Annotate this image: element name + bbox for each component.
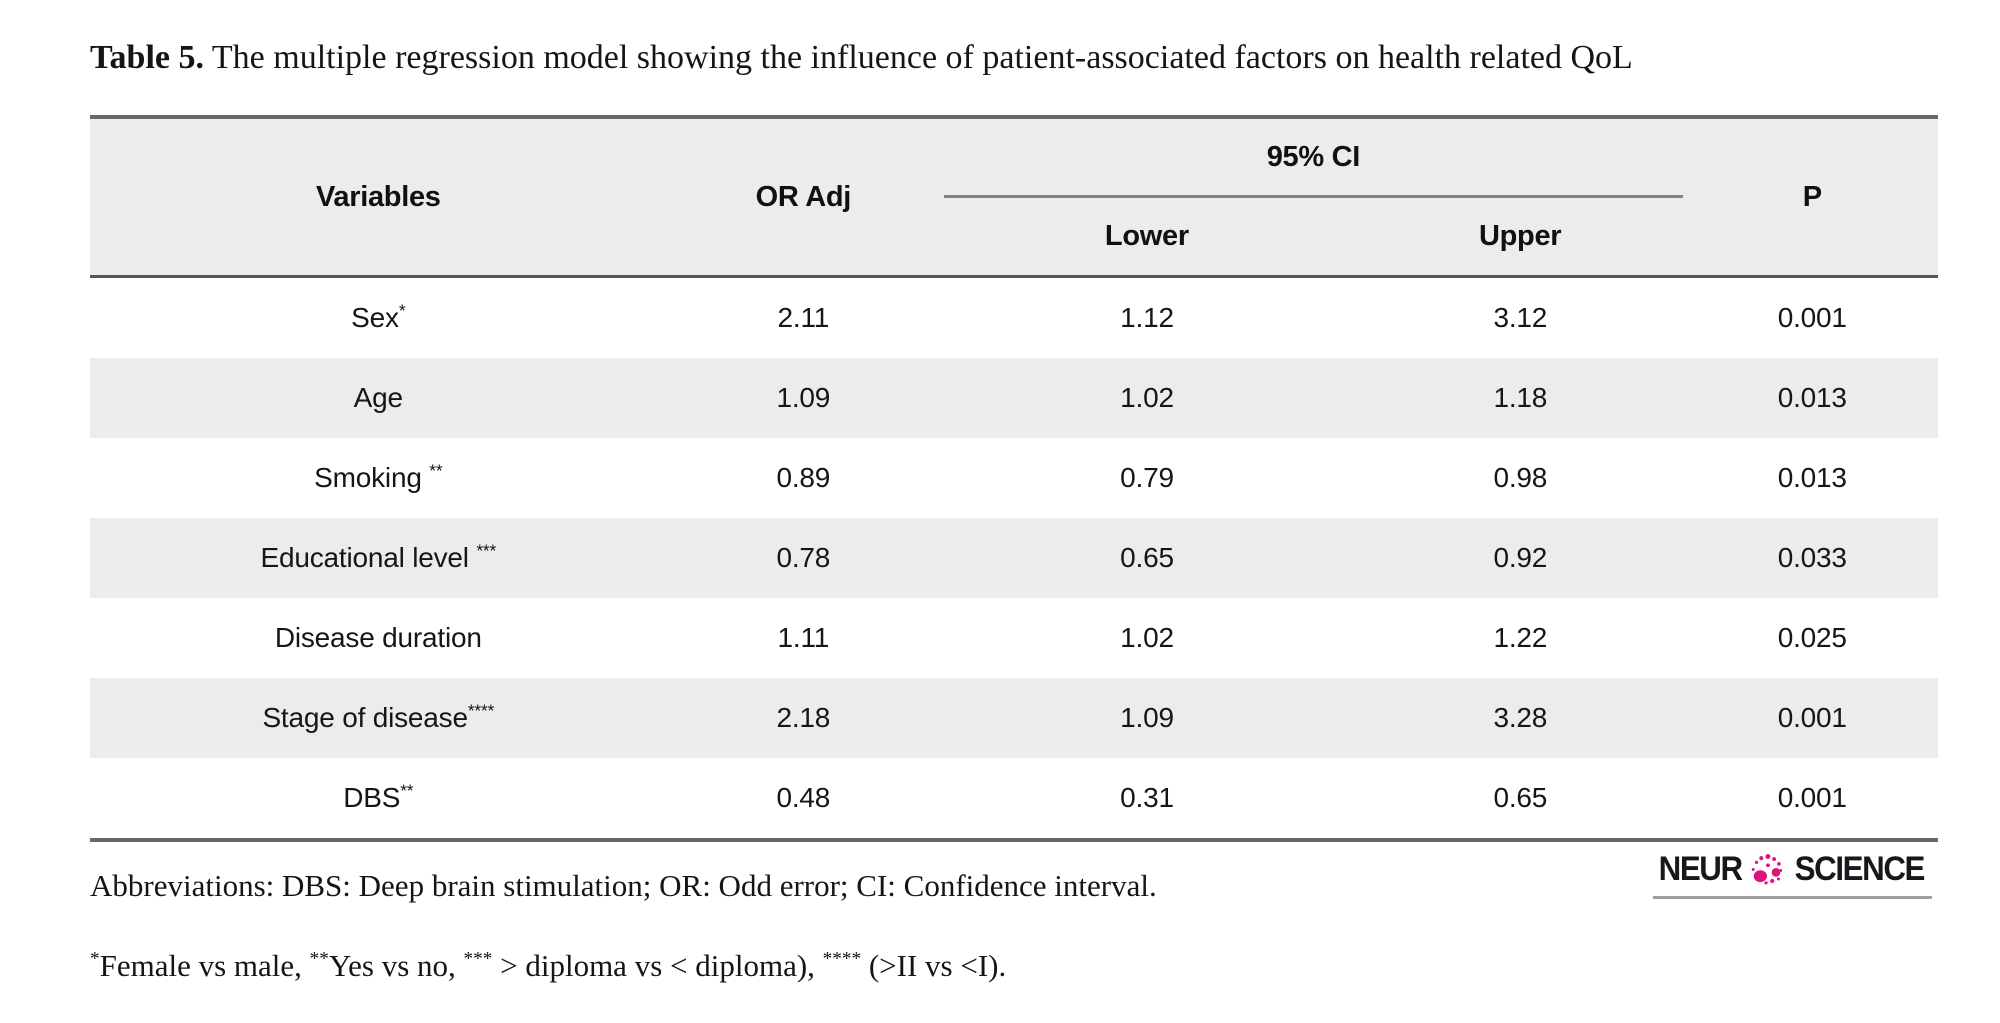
cell-variable: Sex*: [351, 300, 406, 333]
cell-lower: 1.09: [1120, 702, 1174, 733]
cell-variable: DBS**: [343, 780, 414, 813]
header-95ci: 95% CI: [1266, 140, 1361, 173]
cell-lower: 0.65: [1120, 542, 1174, 573]
cell-or-adj: 0.78: [776, 542, 831, 573]
table-row: Sex* 2.11 1.12 3.12 0.001: [90, 278, 1938, 358]
cell-variable: Stage of disease****: [262, 700, 495, 733]
logo-text-science: SCIENCE: [1794, 850, 1926, 888]
header-ci-subcolumns: Lower Upper: [940, 198, 1687, 275]
cell-variable: Smoking **: [314, 460, 443, 493]
cell-lower: 1.02: [1120, 382, 1174, 413]
table-row: Educational level *** 0.78 0.65 0.92 0.0…: [90, 518, 1938, 598]
table-caption: Table 5. The multiple regression model s…: [90, 38, 1890, 79]
table-row: Stage of disease**** 2.18 1.09 3.28 0.00…: [90, 678, 1938, 758]
cell-or-adj: 2.11: [777, 302, 830, 333]
cell-p: 0.001: [1777, 302, 1847, 333]
header-p: P: [1802, 180, 1822, 213]
legend-footnote: *Female vs male, **Yes vs no, *** > dipl…: [90, 948, 1006, 984]
header-lower: Lower: [1104, 220, 1189, 252]
legend-text-1: Female vs male,: [99, 948, 310, 983]
cell-upper: 1.18: [1493, 382, 1548, 413]
cell-or-adj: 0.48: [776, 782, 831, 813]
cell-or-adj: 0.89: [776, 462, 831, 493]
cell-p: 0.025: [1777, 622, 1847, 653]
legend-text-4: (>II vs <I).: [861, 948, 1007, 983]
table-body: Sex* 2.11 1.12 3.12 0.001 Age 1.09 1.02 …: [90, 278, 1938, 842]
cell-variable: Age: [353, 382, 403, 413]
cell-lower: 0.31: [1120, 782, 1174, 813]
cell-p: 0.013: [1777, 462, 1847, 493]
table-row: Age 1.09 1.02 1.18 0.013: [90, 358, 1938, 438]
ci-group-divider: [944, 195, 1683, 198]
cell-p: 0.001: [1777, 702, 1847, 733]
cell-variable: Disease duration: [274, 622, 482, 653]
cell-lower: 1.12: [1120, 302, 1174, 333]
legend-sup-1: *: [90, 948, 100, 970]
legend-sup-4: ****: [822, 948, 862, 970]
header-upper: Upper: [1478, 220, 1562, 252]
header-ci-group: 95% CI Lower Upper: [940, 119, 1687, 275]
cell-upper: 0.98: [1493, 462, 1548, 493]
table-caption-text: The multiple regression model showing th…: [204, 39, 1633, 76]
regression-table: Variables OR Adj 95% CI Lower Upper P Se…: [90, 115, 1938, 842]
header-or-adj: OR Adj: [755, 180, 852, 213]
cell-upper: 3.28: [1493, 702, 1548, 733]
cell-p: 0.001: [1777, 782, 1847, 813]
legend-text-3: > diploma vs < diploma),: [492, 948, 823, 983]
cell-or-adj: 1.11: [777, 622, 830, 653]
cell-upper: 1.22: [1493, 622, 1548, 653]
header-variables: Variables: [315, 180, 441, 213]
table-header: Variables OR Adj 95% CI Lower Upper P: [90, 115, 1938, 278]
legend-sup-2: **: [309, 948, 329, 970]
cell-p: 0.033: [1777, 542, 1847, 573]
cell-or-adj: 1.09: [776, 382, 831, 413]
cell-lower: 1.02: [1120, 622, 1174, 653]
legend-text-2: Yes vs no,: [328, 948, 464, 983]
cell-p: 0.013: [1777, 382, 1847, 413]
cell-or-adj: 2.18: [776, 702, 831, 733]
logo-text-neur: NEUR: [1658, 850, 1744, 888]
table-row: Smoking ** 0.89 0.79 0.98 0.013: [90, 438, 1938, 518]
cell-variable: Educational level ***: [260, 540, 497, 573]
table-row: DBS** 0.48 0.31 0.65 0.001: [90, 758, 1938, 838]
abbreviations-footnote: Abbreviations: DBS: Deep brain stimulati…: [90, 868, 1157, 903]
legend-sup-3: ***: [463, 948, 493, 970]
cell-lower: 0.79: [1120, 462, 1174, 493]
cell-upper: 0.92: [1493, 542, 1548, 573]
table-row: Disease duration 1.11 1.02 1.22 0.025: [90, 598, 1938, 678]
cell-upper: 0.65: [1493, 782, 1548, 813]
table-caption-label: Table 5.: [90, 39, 205, 76]
cell-icon: [1752, 853, 1783, 884]
cell-upper: 3.12: [1493, 302, 1548, 333]
neuroscience-journal-logo: NEUR SCIENCE: [1653, 850, 1932, 899]
